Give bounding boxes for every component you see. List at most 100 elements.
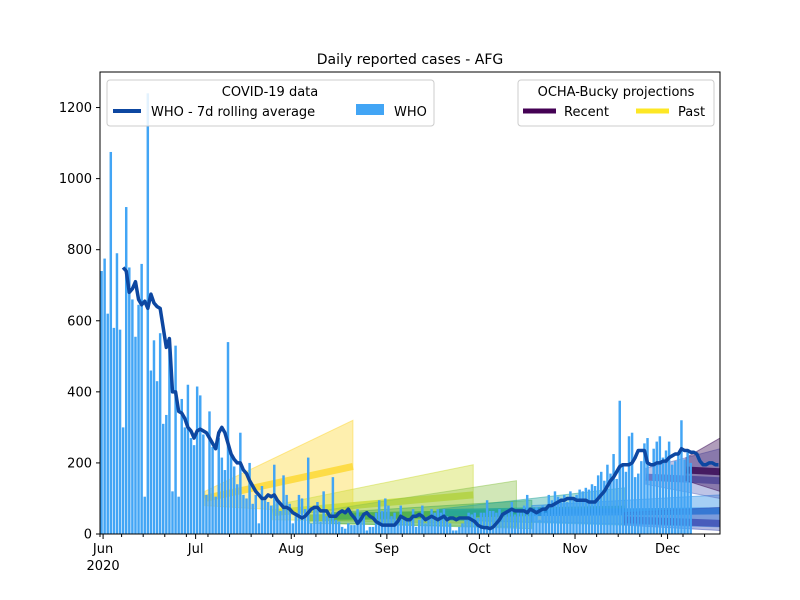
who-bar: [294, 516, 298, 534]
y-tick-label: 1000: [59, 172, 92, 187]
who-bar: [353, 525, 356, 534]
who-bar: [319, 521, 322, 534]
who-bar: [606, 464, 609, 534]
who-bar: [516, 510, 520, 534]
who-bar: [430, 509, 433, 534]
who-bar: [365, 530, 369, 534]
who-bar: [128, 267, 131, 534]
who-bar: [649, 480, 652, 534]
who-bar: [513, 514, 517, 534]
who-bar: [575, 494, 578, 534]
who-bar: [408, 518, 412, 534]
who-bar: [482, 512, 486, 534]
who-bar: [612, 454, 615, 534]
who-bar: [263, 500, 267, 534]
who-bar: [100, 271, 103, 534]
who-bar: [396, 519, 399, 534]
legend-past-label: Past: [678, 105, 705, 120]
who-bar: [285, 494, 288, 534]
who-bar: [464, 519, 467, 534]
who-bar: [229, 452, 233, 534]
who-bar: [569, 491, 572, 534]
rolling-average-line: [121, 266, 719, 531]
plot-frame: [99, 71, 721, 535]
who-bar: [399, 505, 402, 534]
who-bar: [316, 502, 319, 534]
who-bar: [260, 486, 264, 534]
who-bar: [667, 441, 671, 534]
who-bar: [208, 411, 211, 534]
who-bar: [162, 423, 165, 534]
legend-projections-box: [517, 79, 715, 127]
who-bar: [377, 500, 381, 534]
x-tick-label: Jul: [187, 542, 204, 557]
legend-projections: OCHA-Bucky projections Recent Past: [517, 79, 715, 127]
who-bar: [276, 500, 279, 534]
who-bar: [584, 487, 588, 534]
legend-covid-data: COVID-19 data WHO - 7d rolling average W…: [106, 79, 435, 127]
legend-covid-box: [106, 79, 435, 127]
who-bar: [677, 454, 680, 534]
who-bar: [121, 427, 125, 534]
y-axis: 0 200 400 600 800 1000 1200: [59, 101, 100, 543]
who-bar: [220, 457, 224, 534]
who-bar: [158, 333, 162, 534]
x-tick-label: Aug: [279, 542, 304, 557]
x-tick-sublabel: 2020: [87, 559, 120, 574]
y-tick-label: 400: [67, 385, 92, 400]
x-tick-label: Nov: [562, 542, 588, 557]
y-tick-label: 0: [84, 528, 92, 543]
who-bar: [550, 500, 554, 534]
who-bar: [680, 420, 683, 534]
who-bar: [556, 496, 560, 534]
who-bar: [559, 498, 563, 534]
who-bar: [248, 462, 251, 534]
who-bar: [402, 518, 406, 534]
who-bar: [609, 473, 612, 534]
who-bar: [177, 496, 180, 534]
who-bar: [637, 473, 640, 534]
who-bar: [519, 512, 523, 534]
who-bar: [279, 510, 282, 534]
who-bar: [322, 491, 325, 534]
who-bar: [155, 381, 159, 534]
who-bar: [661, 457, 665, 534]
who-bar: [627, 436, 631, 534]
who-bar: [214, 496, 217, 534]
who-bar: [467, 512, 470, 534]
who-bar: [368, 526, 372, 534]
who-bar: [405, 519, 409, 534]
who-bar: [562, 494, 566, 534]
who-bar: [131, 299, 134, 534]
who-bar: [683, 459, 686, 534]
who-bar: [600, 471, 603, 534]
who-bar: [340, 526, 344, 534]
who-bar: [686, 452, 689, 534]
who-bar: [442, 509, 446, 534]
who-bar: [427, 516, 430, 534]
legend-rolling-label: WHO - 7d rolling average: [151, 105, 315, 120]
who-bar: [529, 510, 532, 534]
who-bar: [544, 512, 547, 534]
who-bar: [455, 530, 458, 534]
who-bar: [411, 509, 415, 534]
who-bars: [100, 93, 692, 534]
who-bar: [171, 491, 174, 534]
who-bar: [266, 502, 270, 534]
chart-title: Daily reported cases - AFG: [317, 52, 504, 68]
who-bar: [254, 494, 258, 534]
who-bar: [670, 464, 674, 534]
who-bar: [596, 475, 600, 534]
who-bar: [535, 507, 538, 534]
who-bar: [433, 512, 436, 534]
who-bar: [350, 525, 353, 534]
who-bar: [461, 523, 464, 534]
who-bar: [242, 494, 245, 534]
who-bar: [381, 510, 384, 534]
who-bar: [652, 448, 655, 534]
who-bar: [168, 342, 171, 534]
who-bar: [689, 462, 692, 534]
y-tick-label: 800: [67, 243, 92, 258]
projection-median-7: [645, 473, 720, 485]
